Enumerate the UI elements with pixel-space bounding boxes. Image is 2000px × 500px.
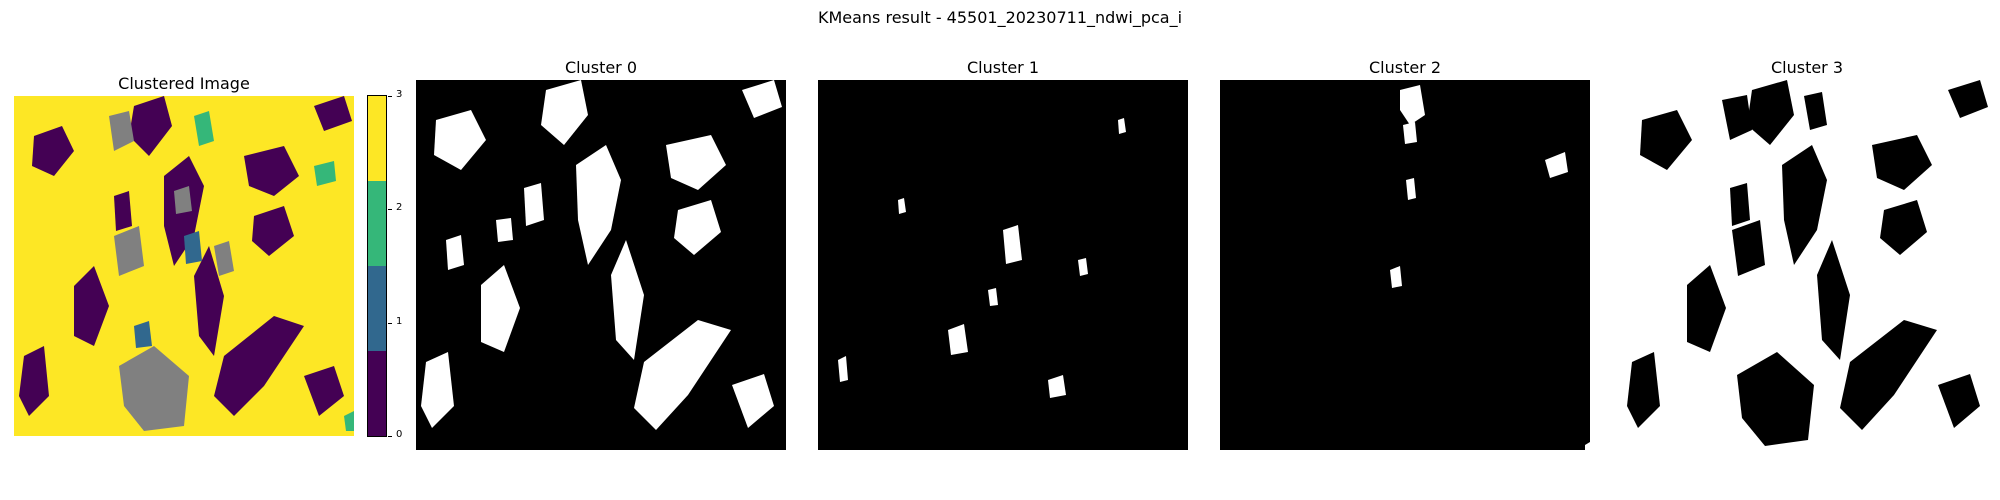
cluster-0-mask <box>416 80 786 450</box>
panel-title-cluster-0: Cluster 0 <box>416 58 786 77</box>
cluster-3-mask <box>1622 80 1992 450</box>
panel-title-cluster-2: Cluster 2 <box>1220 58 1590 77</box>
cluster-2-mask <box>1220 80 1590 450</box>
colorbar-segment-3 <box>368 96 386 181</box>
panel-title-clustered-image: Clustered Image <box>14 74 354 93</box>
colorbar-segment-1 <box>368 266 386 351</box>
cluster-1-mask <box>818 80 1188 450</box>
figure-title: KMeans result - 45501_20230711_ndwi_pca_… <box>0 8 2000 27</box>
colorbar-segment-2 <box>368 181 386 266</box>
panel-title-cluster-3: Cluster 3 <box>1622 58 1992 77</box>
panel-title-cluster-1: Cluster 1 <box>818 58 1188 77</box>
colorbar-segment-0 <box>368 351 386 436</box>
colorbar <box>368 96 386 436</box>
clustered-image <box>14 96 354 436</box>
